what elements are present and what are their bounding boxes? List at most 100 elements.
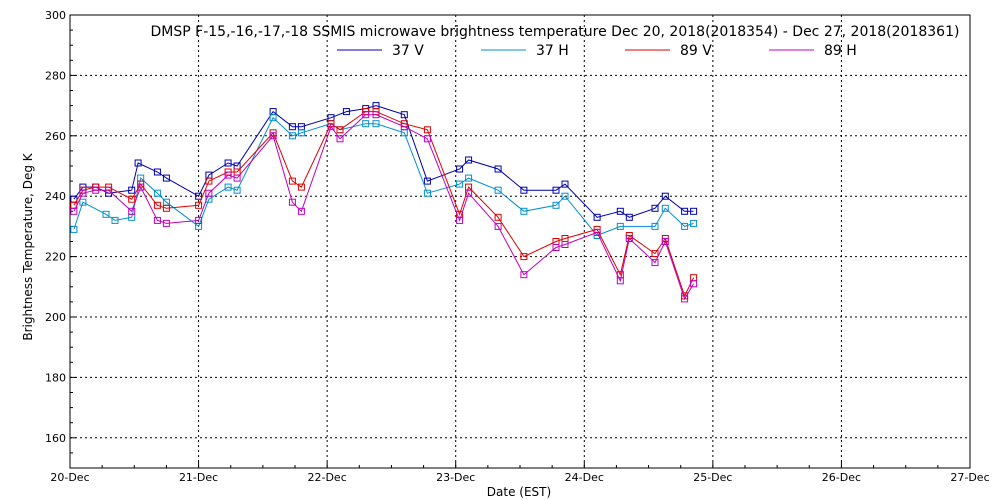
data-point (288, 198, 296, 206)
data-point (561, 180, 569, 188)
data-point (224, 171, 232, 179)
data-point (195, 192, 203, 200)
y-tick-label: 160 (45, 432, 66, 445)
data-point (79, 189, 87, 197)
y-tick-label: 220 (45, 251, 66, 264)
data-point (372, 120, 380, 128)
data-point (162, 174, 170, 182)
data-point (423, 189, 431, 197)
data-point (681, 207, 689, 215)
data-point (494, 222, 502, 230)
data-point (651, 250, 659, 258)
data-point (423, 135, 431, 143)
y-axis-title: Brightness Temperature, Deg K (21, 152, 35, 340)
data-point (681, 222, 689, 230)
data-point (690, 219, 698, 227)
legend: 37 V 37 H 89 V 89 H (337, 43, 857, 59)
x-axis-ticks: 20-Dec 21-Dec 22-Dec 23-Dec 24-Dec 25-Dec 26-D… (50, 462, 990, 484)
data-point (552, 244, 560, 251)
x-tick-label: 25-Dec (693, 471, 732, 484)
data-point (153, 201, 161, 209)
data-point (690, 280, 698, 288)
data-point (651, 259, 659, 267)
data-point (494, 213, 502, 221)
data-point (661, 204, 669, 212)
data-point (92, 186, 100, 194)
data-point (70, 225, 78, 233)
data-point (297, 129, 305, 137)
data-point (336, 135, 344, 143)
data-point (616, 222, 624, 230)
data-point (205, 189, 213, 197)
y-tick-label: 260 (45, 130, 66, 143)
data-point (616, 277, 624, 285)
y-axis-ticks: 160 180 200 220 240 260 280 300 (45, 9, 76, 469)
x-tick-label: 20-Dec (50, 471, 89, 484)
data-point (128, 186, 136, 194)
data-point (423, 177, 431, 185)
data-point (288, 177, 296, 185)
data-point (372, 111, 380, 119)
x-tick-label: 24-Dec (565, 471, 604, 484)
data-point (520, 253, 528, 261)
data-point (625, 235, 633, 242)
x-tick-label: 21-Dec (179, 471, 218, 484)
chart-title: DMSP F-15,-16,-17,-18 SSMIS microwave br… (151, 24, 960, 40)
data-point (70, 207, 78, 215)
data-point (465, 174, 473, 182)
data-point (162, 204, 170, 212)
data-point (342, 108, 350, 116)
data-point (288, 132, 296, 140)
legend-label: 89 H (824, 43, 857, 59)
x-axis-title: Date (EST) (487, 485, 551, 499)
data-point (134, 159, 142, 167)
data-point (552, 186, 560, 194)
x-tick-label: 23-Dec (436, 471, 475, 484)
series-89-h (70, 111, 698, 303)
y-tick-label: 180 (45, 371, 66, 384)
series-37-v (70, 102, 698, 221)
data-point (79, 198, 87, 206)
data-point (269, 132, 277, 140)
legend-label: 37 H (536, 43, 569, 59)
grid-lines (70, 15, 970, 468)
series-lines (70, 102, 698, 303)
data-point (400, 123, 408, 131)
data-point (552, 201, 560, 209)
data-point (102, 210, 110, 218)
data-point (456, 165, 464, 173)
data-point (162, 219, 170, 227)
data-point (128, 195, 136, 203)
data-point (233, 174, 241, 182)
data-point (400, 111, 408, 119)
x-tick-label: 26-Dec (822, 471, 861, 484)
data-point (651, 222, 659, 230)
series-line (73, 111, 695, 298)
data-point (195, 201, 203, 209)
data-point (224, 183, 232, 191)
data-point (137, 183, 145, 191)
data-point (494, 165, 502, 173)
data-point (494, 186, 502, 194)
data-point (465, 156, 473, 164)
series-line (73, 114, 695, 301)
data-point (690, 207, 698, 215)
data-point (111, 216, 119, 224)
y-tick-label: 200 (45, 311, 66, 324)
data-point (456, 216, 464, 224)
data-point (153, 168, 161, 176)
data-point (336, 126, 344, 134)
data-point (456, 180, 464, 188)
data-point (465, 189, 473, 197)
x-tick-label: 27-Dec (950, 471, 989, 484)
data-point (233, 186, 241, 194)
y-tick-label: 300 (45, 9, 66, 22)
data-point (269, 114, 277, 122)
data-point (288, 123, 296, 131)
data-point (681, 295, 689, 303)
data-point (297, 207, 305, 215)
data-point (593, 228, 601, 236)
data-point (205, 177, 213, 185)
data-point (520, 271, 528, 279)
